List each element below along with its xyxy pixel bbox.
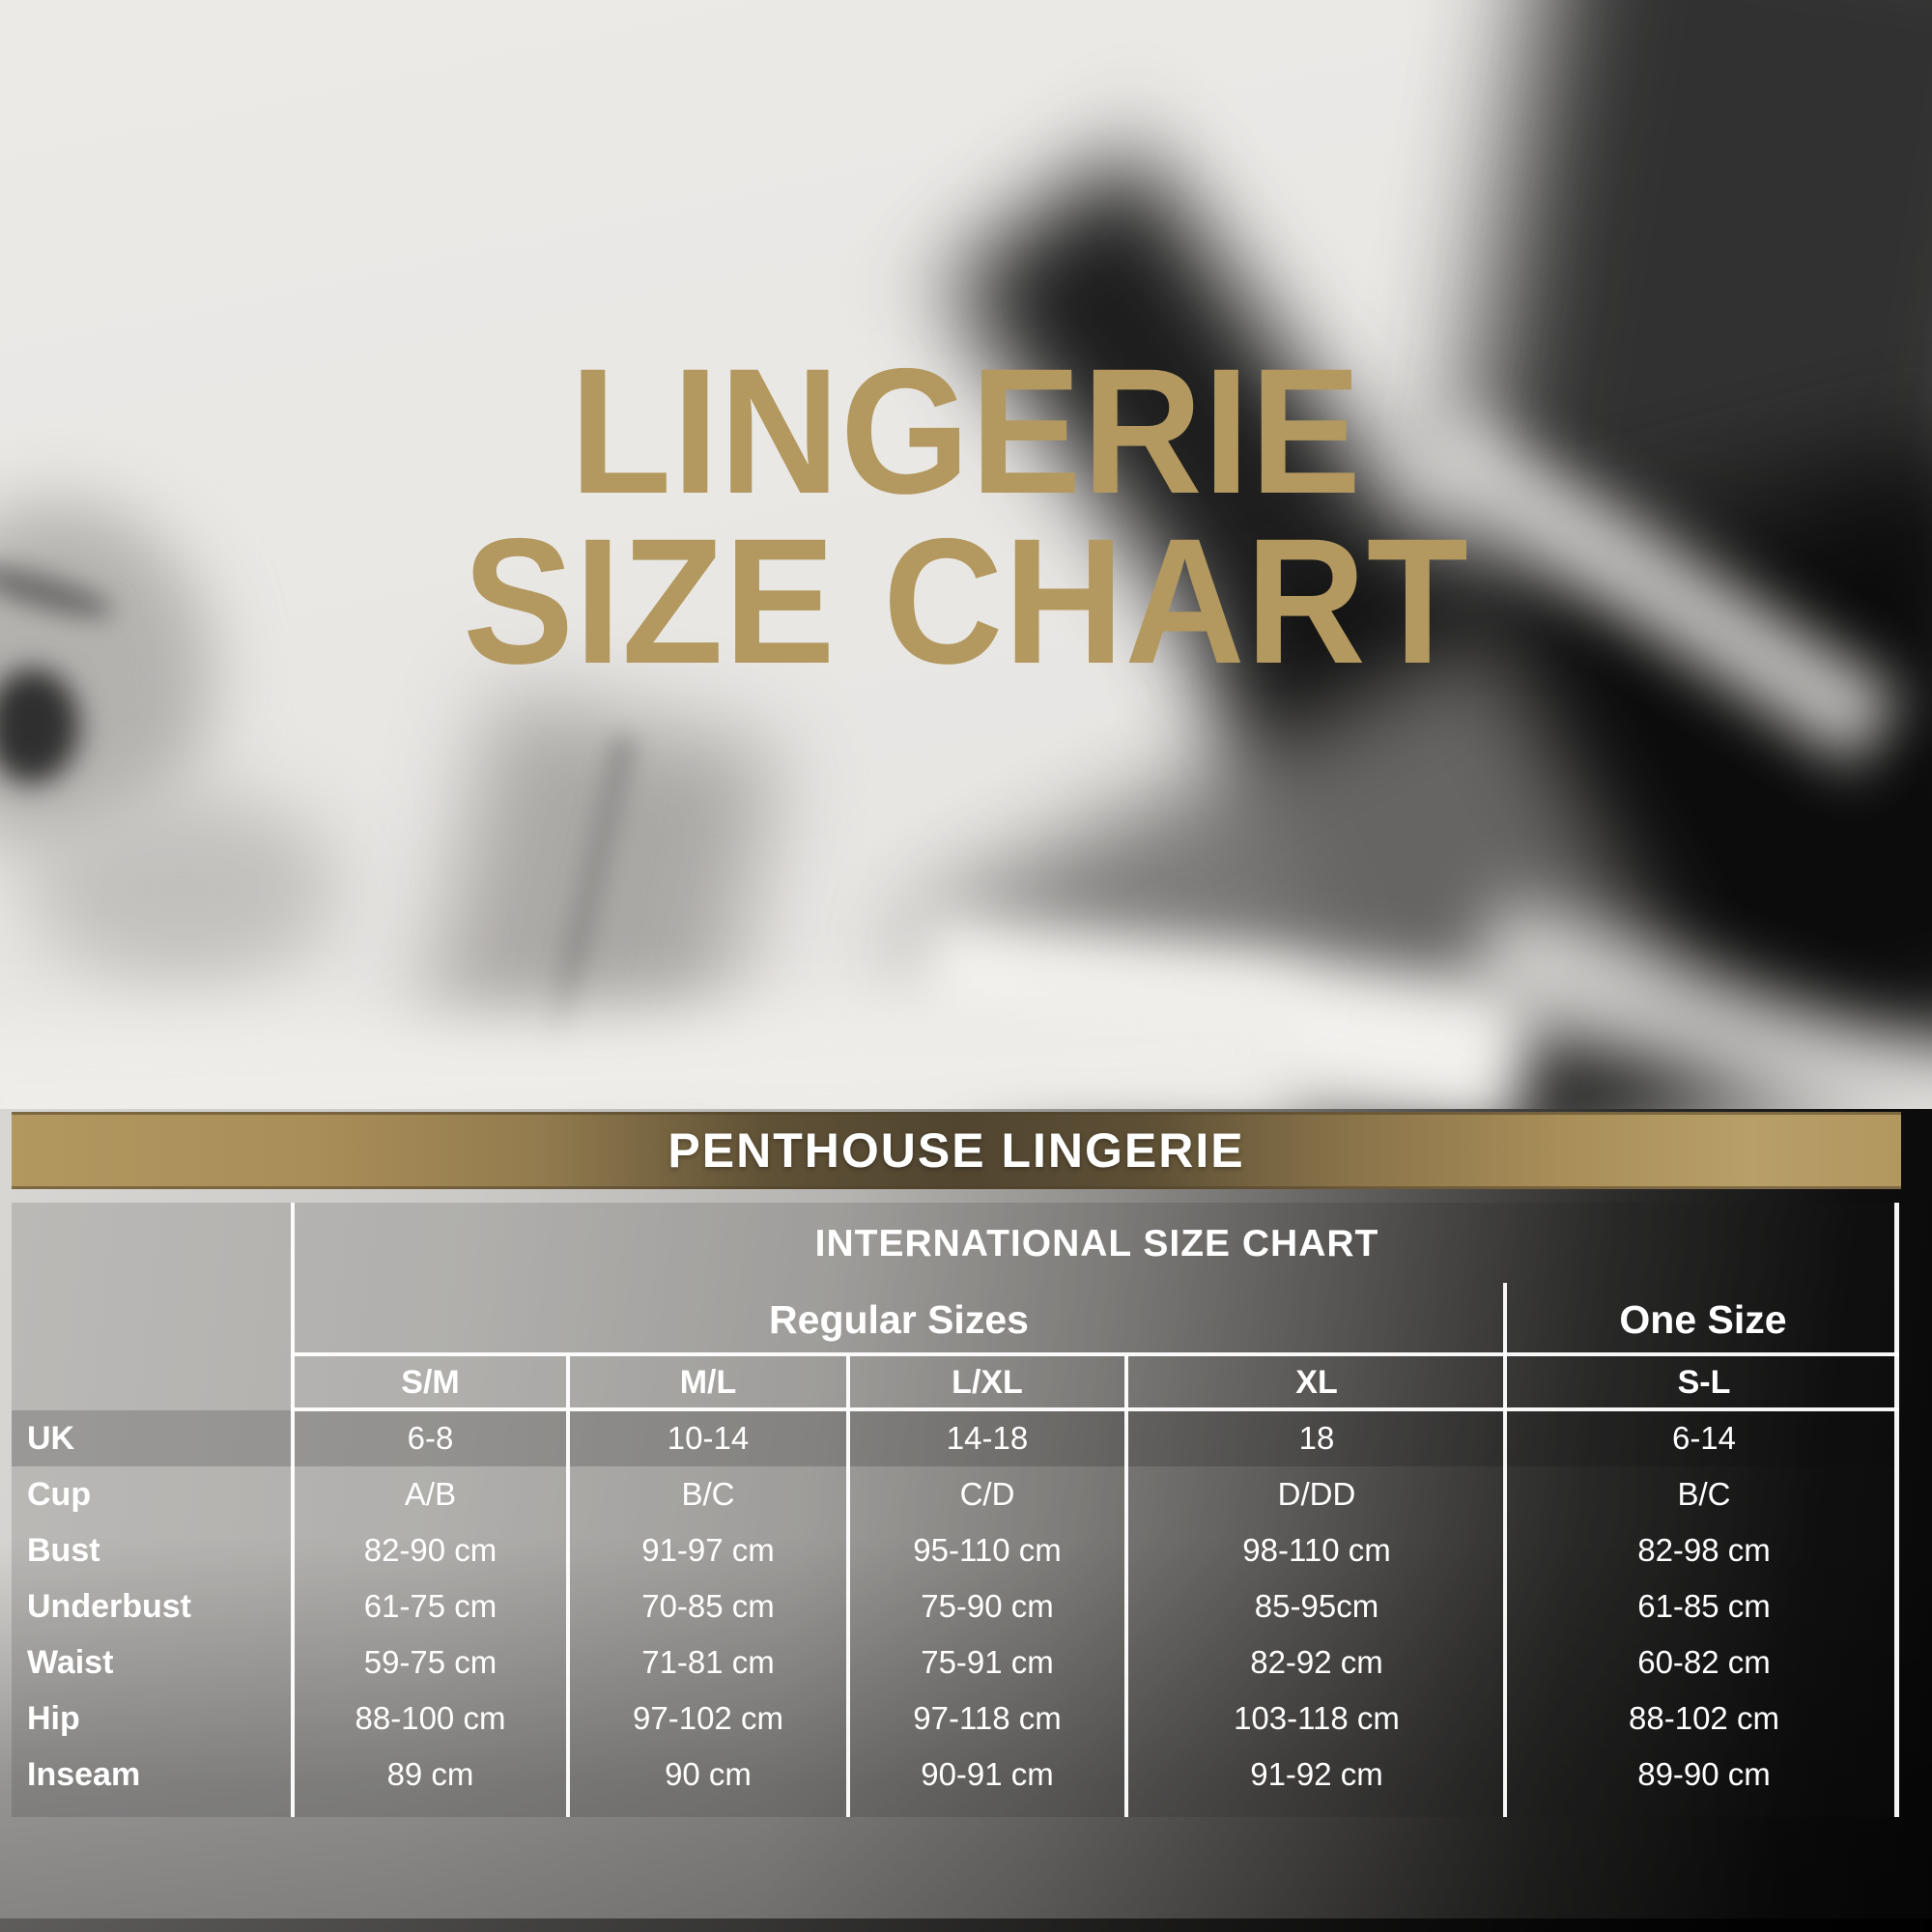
column-header-lxl: L/XL (952, 1364, 1023, 1401)
size-cell: A/B (404, 1476, 457, 1512)
table-grid-line (1503, 1283, 1507, 1817)
row-label: Underbust (27, 1587, 191, 1625)
size-cell: 6-14 (1671, 1420, 1737, 1456)
size-cell: 89 cm (386, 1756, 474, 1792)
size-cell: 90 cm (665, 1756, 752, 1792)
table-grid-line (846, 1355, 850, 1817)
row-label: Bust (27, 1531, 100, 1569)
table-grid-line (291, 1352, 1899, 1356)
column-header-ml: M/L (679, 1364, 737, 1401)
group-header-one-size: One Size (1619, 1297, 1787, 1342)
column-header-sm: S/M (401, 1364, 460, 1401)
table-column-header-row: S/M M/L L/XL XL S-L (12, 1355, 1901, 1410)
size-cell: 70-85 cm (641, 1588, 775, 1624)
table-row: Inseam 89 cm 90 cm 90-91 cm 91-92 cm 89-90 cm (12, 1747, 1901, 1803)
size-cell: 75-91 cm (921, 1644, 1054, 1680)
size-cell: B/C (1677, 1476, 1731, 1512)
size-cell: 91-97 cm (641, 1532, 775, 1568)
size-table: INTERNATIONAL SIZE CHART Regular Sizes O… (12, 1203, 1901, 1817)
table-grid-line (291, 1407, 1899, 1411)
table-grid-line (566, 1355, 570, 1817)
size-cell: 88-102 cm (1629, 1700, 1779, 1736)
group-header-spacer (12, 1285, 293, 1355)
size-cell: 95-110 cm (913, 1532, 1062, 1568)
group-header-regular-sizes: Regular Sizes (769, 1297, 1029, 1342)
size-cell: 10-14 (667, 1420, 750, 1456)
table-title-spacer (12, 1203, 293, 1285)
size-cell: D/DD (1277, 1476, 1356, 1512)
brand-banner: PENTHOUSE LINGERIE (12, 1112, 1901, 1189)
row-label: Inseam (27, 1755, 141, 1793)
table-row: UK 6-8 10-14 14-18 18 6-14 (12, 1410, 1901, 1466)
row-label: Hip (27, 1699, 80, 1737)
size-cell: 61-75 cm (363, 1588, 497, 1624)
table-row: Bust 82-90 cm 91-97 cm 95-110 cm 98-110 cm 82… (12, 1522, 1901, 1578)
size-cell: 90-91 cm (921, 1756, 1054, 1792)
photo-shape-cheek-shadow (29, 792, 338, 985)
table-row: Underbust 61-75 cm 70-85 cm 75-90 cm 85-95cm… (12, 1578, 1901, 1634)
size-cell: 75-90 cm (921, 1588, 1054, 1624)
photo-shape-eyelashes (0, 668, 79, 784)
photo-bottom-edge (0, 1918, 1932, 1932)
size-cell: 18 (1298, 1420, 1335, 1456)
size-cell: 97-118 cm (913, 1700, 1062, 1736)
table-grid-line (291, 1203, 295, 1817)
row-label: Waist (27, 1643, 114, 1681)
size-cell: 91-92 cm (1250, 1756, 1383, 1792)
size-cell: 85-95cm (1254, 1588, 1379, 1624)
size-cell: 71-81 cm (641, 1644, 775, 1680)
size-cell: B/C (681, 1476, 735, 1512)
table-grid-line (1894, 1203, 1899, 1817)
size-cell: 88-100 cm (355, 1700, 506, 1736)
table-group-header-row: Regular Sizes One Size (12, 1285, 1901, 1355)
row-label: Cup (27, 1475, 92, 1513)
size-cell: 89-90 cm (1637, 1756, 1771, 1792)
title-line-2: SIZE CHART (463, 501, 1469, 701)
column-header-sl: S-L (1677, 1364, 1731, 1401)
size-cell: C/D (959, 1476, 1015, 1512)
table-row: Waist 59-75 cm 71-81 cm 75-91 cm 82-92 cm 60-… (12, 1634, 1901, 1690)
size-cell: 61-85 cm (1637, 1588, 1771, 1624)
column-header-xl: XL (1295, 1364, 1338, 1401)
table-row: Hip 88-100 cm 97-102 cm 97-118 cm 103-118 cm… (12, 1690, 1901, 1747)
table-grid-line (1124, 1355, 1128, 1817)
table-title-row: INTERNATIONAL SIZE CHART (12, 1203, 1901, 1285)
table-body: UK 6-8 10-14 14-18 18 6-14 Cup A/B B/C C/D D/DD B/C… (12, 1410, 1901, 1803)
size-cell: 60-82 cm (1637, 1644, 1771, 1680)
size-cell: 82-90 cm (363, 1532, 497, 1568)
photo-bottom-gradient (0, 1109, 1932, 1932)
row-label: UK (27, 1419, 75, 1457)
table-row: Cup A/B B/C C/D D/DD B/C (12, 1466, 1901, 1522)
size-cell: 6-8 (407, 1420, 454, 1456)
size-cell: 14-18 (946, 1420, 1029, 1456)
size-cell: 59-75 cm (363, 1644, 497, 1680)
size-cell: 82-92 cm (1250, 1644, 1383, 1680)
size-cell: 98-110 cm (1242, 1532, 1391, 1568)
table-title: INTERNATIONAL SIZE CHART (814, 1222, 1379, 1264)
size-cell: 97-102 cm (633, 1700, 783, 1736)
size-cell: 103-118 cm (1234, 1700, 1400, 1736)
title-line-1: LINGERIE (570, 331, 1362, 531)
brand-banner-label: PENTHOUSE LINGERIE (668, 1123, 1245, 1178)
size-cell: 82-98 cm (1637, 1532, 1771, 1568)
page-title: LINGERIE SIZE CHART (68, 331, 1864, 701)
column-header-spacer (12, 1355, 293, 1410)
